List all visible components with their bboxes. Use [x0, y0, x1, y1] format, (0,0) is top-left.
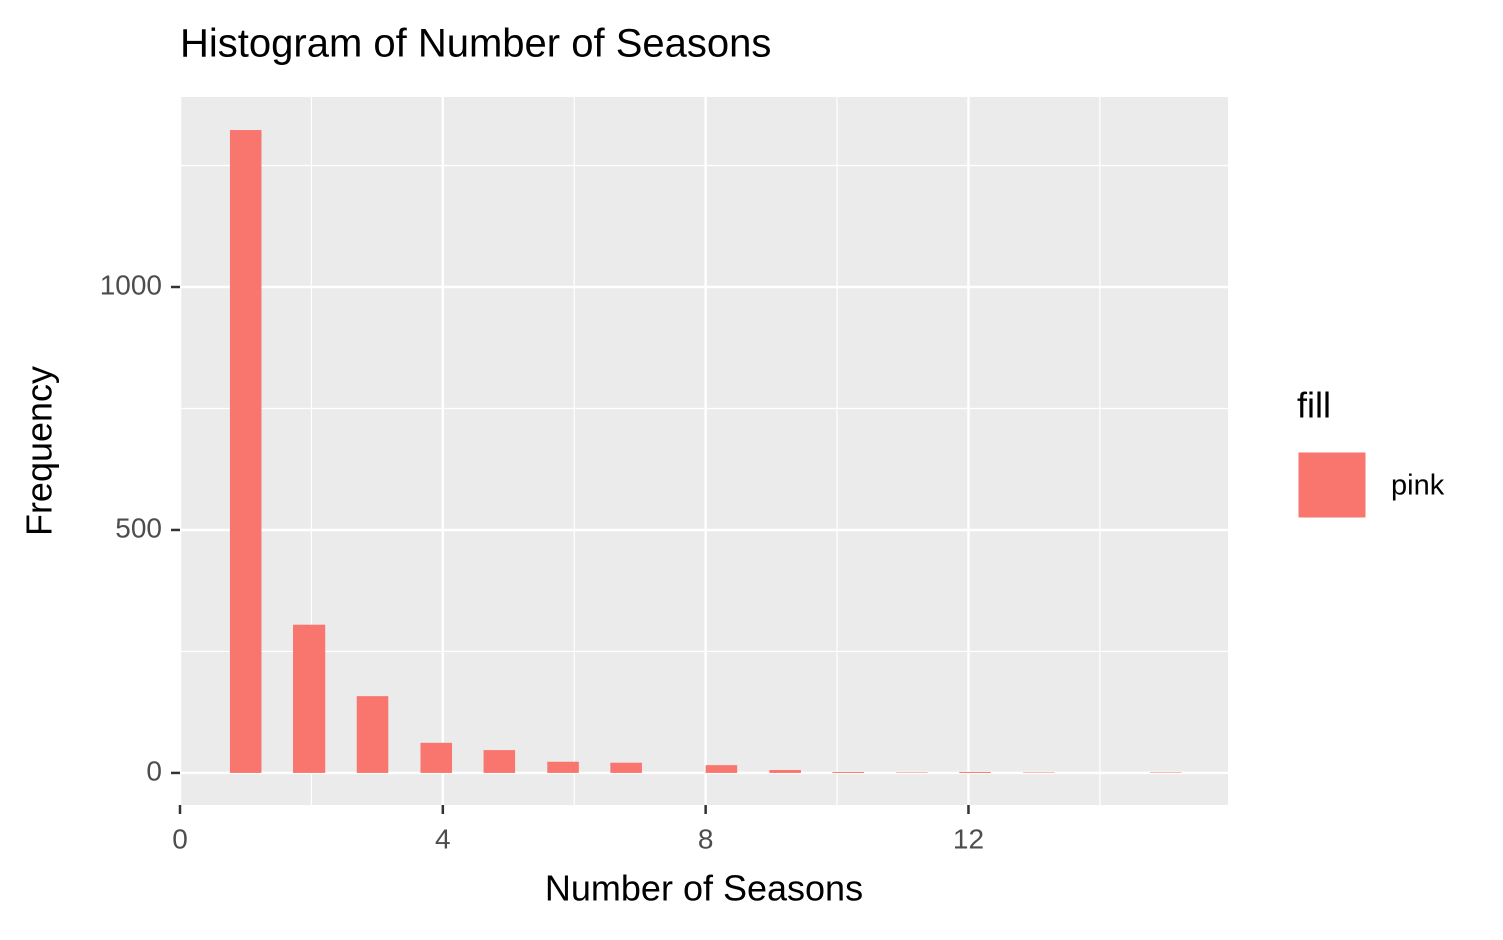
- bar: [420, 742, 453, 773]
- bar: [229, 130, 262, 773]
- y-tick-label: 1000: [100, 269, 162, 300]
- x-tick-label: 4: [435, 823, 451, 854]
- y-tick-label: 0: [146, 755, 162, 786]
- panel: [180, 97, 1228, 805]
- bar: [483, 750, 516, 773]
- bar: [959, 771, 991, 773]
- bar: [705, 765, 738, 773]
- legend-title: fill: [1297, 385, 1331, 426]
- x-axis-title: Number of Seasons: [545, 868, 863, 909]
- legend-key: [1297, 451, 1367, 519]
- bar: [356, 696, 389, 773]
- y-axis-title: Frequency: [19, 366, 60, 536]
- y-tick-label: 500: [115, 512, 162, 543]
- x-tick-label: 8: [698, 823, 714, 854]
- bar: [547, 761, 579, 773]
- bar: [832, 771, 864, 773]
- x-tick-label: 12: [953, 823, 984, 854]
- legend-label: pink: [1391, 470, 1445, 502]
- bar: [610, 762, 642, 773]
- bar: [293, 624, 326, 773]
- chart-title: Histogram of Number of Seasons: [180, 22, 771, 66]
- bar: [769, 770, 801, 773]
- x-tick-label: 0: [172, 823, 188, 854]
